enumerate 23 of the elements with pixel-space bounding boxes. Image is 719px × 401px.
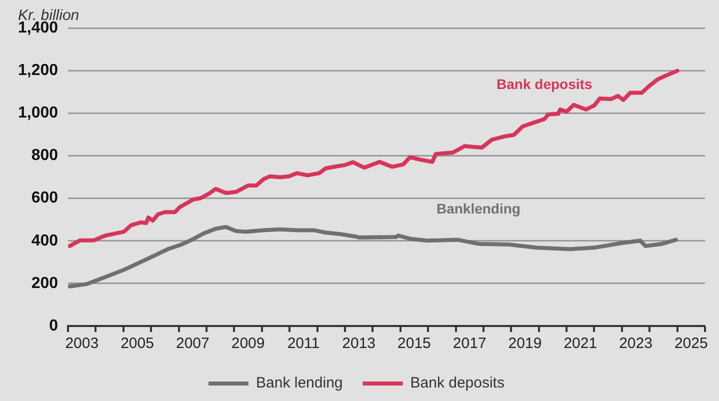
x-tick-label: 2021 [564, 335, 598, 352]
x-tick-label: 2025 [674, 335, 708, 352]
y-tick-label: 1,200 [18, 62, 58, 79]
y-tick-label: 200 [31, 274, 58, 292]
y-tick-label: 0 [49, 317, 58, 334]
x-tick-label: 2009 [231, 335, 265, 352]
x-tick-label: 2023 [619, 335, 652, 352]
y-tick-label: 800 [31, 147, 58, 164]
y-tick-label: 1,000 [18, 104, 58, 122]
legend-label: Bank deposits [410, 374, 504, 392]
x-tick-label: 2011 [287, 335, 320, 352]
x-tick-label: 2003 [65, 335, 99, 352]
x-tick-label: 2017 [452, 335, 486, 352]
annotation: Banklending [436, 200, 520, 217]
x-tick-label: 2015 [398, 335, 431, 352]
y-tick-label: 600 [31, 190, 58, 207]
x-tick-label: 2005 [120, 335, 154, 352]
annotation: Bank deposits [496, 76, 592, 92]
y-tick-label: 400 [31, 232, 58, 250]
x-tick-label: 2013 [342, 335, 376, 352]
legend-label: Bank lending [256, 374, 343, 392]
x-tick-label: 2019 [508, 335, 542, 352]
x-tick-label: 2007 [176, 335, 210, 352]
